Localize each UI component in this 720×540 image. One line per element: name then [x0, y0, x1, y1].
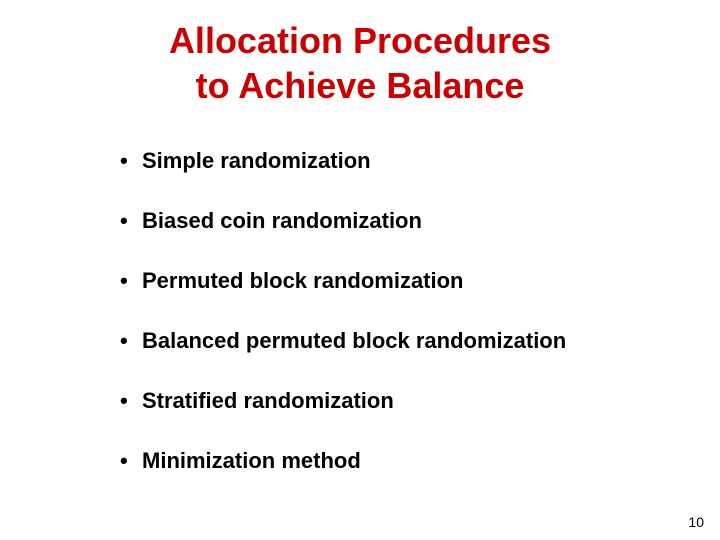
- slide-title-line-1: Allocation Procedures: [70, 18, 650, 63]
- bullet-item-label: Minimization method: [142, 448, 361, 473]
- bullet-item: Minimization method: [120, 448, 650, 474]
- bullet-item-label: Stratified randomization: [142, 388, 394, 413]
- slide: Allocation Procedures to Achieve Balance…: [0, 0, 720, 540]
- bullet-item-label: Balanced permuted block randomization: [142, 328, 566, 353]
- slide-title: Allocation Procedures to Achieve Balance: [70, 18, 650, 108]
- bullet-list: Simple randomization Biased coin randomiz…: [120, 148, 650, 474]
- slide-title-line-2: to Achieve Balance: [70, 63, 650, 108]
- bullet-item-label: Permuted block randomization: [142, 268, 464, 293]
- bullet-item-label: Biased coin randomization: [142, 208, 422, 233]
- bullet-item: Stratified randomization: [120, 388, 650, 414]
- bullet-item-label: Simple randomization: [142, 148, 371, 173]
- bullet-item: Simple randomization: [120, 148, 650, 174]
- page-number: 10: [688, 514, 704, 530]
- bullet-item: Biased coin randomization: [120, 208, 650, 234]
- bullet-item: Balanced permuted block randomization: [120, 328, 650, 354]
- bullet-item: Permuted block randomization: [120, 268, 650, 294]
